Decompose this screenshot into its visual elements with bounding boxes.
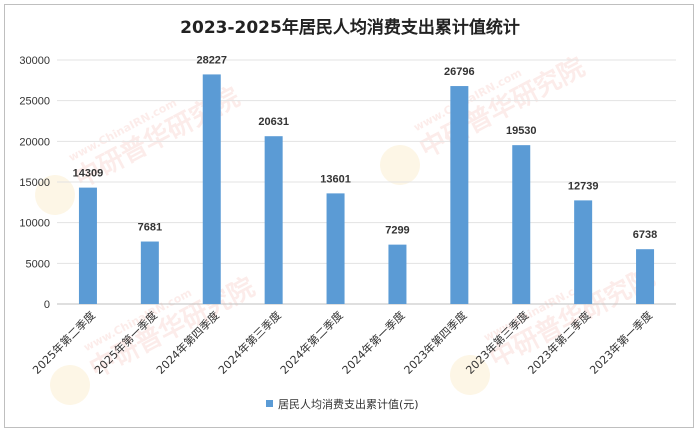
data-label: 12739 [568, 180, 599, 192]
bar [450, 86, 469, 304]
data-label: 6738 [633, 229, 657, 241]
data-label: 7681 [138, 222, 162, 234]
data-label: 28227 [196, 54, 227, 66]
x-tick-label: 2024年第一季度 [339, 308, 408, 377]
y-tick-label: 20000 [19, 136, 50, 148]
bar [264, 136, 283, 304]
x-tick-label: 2024年第三季度 [215, 308, 284, 377]
bar [326, 193, 345, 304]
data-label: 19530 [506, 125, 537, 137]
y-axis-ticks: 0 5000 10000 15000 20000 25000 30000 [19, 55, 50, 311]
bar [512, 145, 531, 304]
y-tick-label: 30000 [19, 55, 50, 67]
y-tick-label: 25000 [19, 96, 50, 108]
data-label: 20631 [258, 116, 289, 128]
legend-swatch [266, 400, 273, 407]
watermark-logo-icon [380, 145, 420, 185]
y-tick-label: 10000 [19, 218, 50, 230]
x-tick-label: 2024年第二季度 [277, 308, 346, 377]
data-labels: 14309 7681 28227 20631 13601 7299 26796 19530 12… [73, 54, 658, 241]
watermark-logo-icon [50, 365, 90, 405]
chart-title: 2023-2025年居民人均消费支出累计值统计 [180, 17, 520, 38]
bar [78, 187, 97, 304]
data-label: 26796 [444, 66, 475, 78]
bar [636, 249, 655, 304]
legend-label: 居民人均消费支出累计值(元) [278, 397, 419, 411]
bar [140, 241, 159, 304]
data-label: 7299 [385, 225, 409, 237]
gridlines [57, 59, 676, 305]
legend: 居民人均消费支出累计值(元) [266, 397, 419, 411]
bar [574, 200, 593, 304]
watermark-logo-icon [35, 175, 75, 215]
y-tick-label: 15000 [19, 177, 50, 189]
y-tick-label: 5000 [26, 258, 50, 270]
watermark-logo-icon [450, 355, 490, 395]
bar [388, 244, 407, 304]
data-label: 14309 [73, 168, 104, 180]
bar [202, 74, 221, 304]
data-label: 13601 [320, 173, 351, 185]
bars [78, 74, 655, 304]
y-tick-label: 0 [44, 299, 50, 311]
